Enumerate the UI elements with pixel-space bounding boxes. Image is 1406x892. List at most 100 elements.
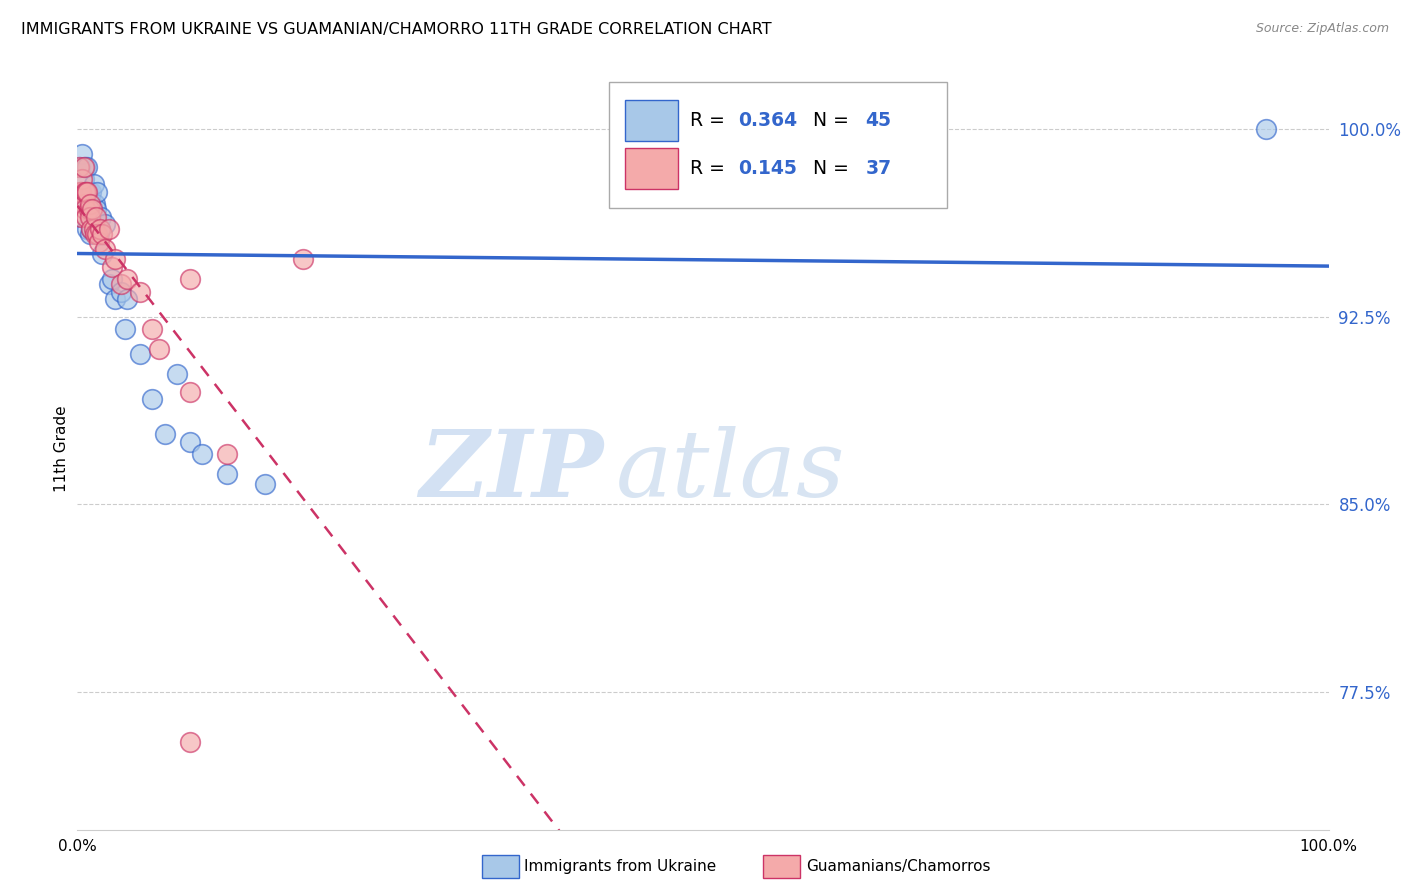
Point (179, 735, 201, 749)
Point (77, 202, 100, 217)
Text: R =: R = (690, 159, 731, 178)
Point (291, 252, 314, 267)
Point (114, 322, 136, 336)
Point (141, 322, 163, 336)
Point (79, 193, 101, 207)
Point (94, 243, 117, 257)
Point (69, 160, 91, 174)
Point (76, 185, 98, 199)
FancyBboxPatch shape (626, 100, 678, 141)
Point (101, 272, 124, 286)
Point (80, 222, 103, 236)
Point (76, 222, 98, 236)
Point (70, 185, 93, 199)
Point (83, 210, 105, 224)
Point (73, 185, 96, 199)
Point (75, 185, 97, 199)
Point (73, 202, 96, 217)
Point (253, 477, 276, 491)
Point (75, 185, 97, 199)
Point (83, 178, 105, 192)
Point (89, 222, 111, 236)
Point (110, 277, 132, 292)
Point (179, 384, 201, 399)
Point (79, 197, 101, 211)
Point (73, 160, 96, 174)
Point (69, 185, 91, 199)
Text: N =: N = (800, 159, 855, 178)
Point (83, 222, 105, 236)
Point (87, 235, 110, 249)
Point (87, 227, 110, 242)
Point (153, 427, 176, 442)
Point (80, 222, 103, 236)
Point (129, 285, 152, 299)
Text: Guamanians/Chamorros: Guamanians/Chamorros (806, 859, 990, 873)
Point (70, 210, 93, 224)
Point (84, 210, 107, 224)
Point (72, 172, 94, 186)
Point (77, 202, 100, 217)
Point (72, 160, 94, 174)
Point (166, 368, 188, 382)
Point (91, 247, 114, 261)
Point (179, 272, 201, 286)
Text: R =: R = (690, 111, 731, 130)
Point (77, 185, 100, 199)
Point (72, 147, 94, 161)
Text: Source: ZipAtlas.com: Source: ZipAtlas.com (1256, 22, 1389, 36)
Point (75, 210, 97, 224)
Point (73, 197, 96, 211)
Point (97, 222, 120, 236)
Point (67, 197, 90, 211)
Point (72, 172, 94, 186)
Point (83, 227, 105, 242)
Point (82, 202, 104, 217)
Point (117, 293, 139, 307)
Point (141, 392, 163, 407)
Point (217, 448, 239, 462)
Point (179, 434, 201, 449)
Point (148, 343, 170, 357)
Point (90, 210, 112, 224)
Text: N =: N = (800, 111, 855, 130)
Text: Immigrants from Ukraine: Immigrants from Ukraine (524, 859, 717, 873)
Y-axis label: 11th Grade: 11th Grade (53, 405, 69, 491)
Point (75, 202, 97, 217)
Point (79, 227, 101, 242)
Point (117, 272, 139, 286)
Point (72, 185, 94, 199)
Point (1254, 122, 1277, 136)
Point (76, 160, 98, 174)
Point (82, 197, 104, 211)
Text: IMMIGRANTS FROM UKRAINE VS GUAMANIAN/CHAMORRO 11TH GRADE CORRELATION CHART: IMMIGRANTS FROM UKRAINE VS GUAMANIAN/CHA… (21, 22, 772, 37)
Point (89, 222, 111, 236)
Point (72, 197, 94, 211)
Text: 0.364: 0.364 (738, 111, 797, 130)
Point (70, 185, 93, 199)
Text: 0.145: 0.145 (738, 159, 797, 178)
Point (101, 260, 124, 274)
Point (94, 218, 117, 232)
Point (104, 293, 127, 307)
Text: atlas: atlas (616, 426, 845, 516)
FancyBboxPatch shape (609, 82, 948, 208)
Point (91, 227, 114, 242)
Text: 37: 37 (866, 159, 891, 178)
Point (217, 467, 239, 482)
Point (83, 197, 105, 211)
FancyBboxPatch shape (626, 148, 678, 189)
Point (79, 210, 101, 224)
Point (191, 448, 214, 462)
Point (104, 252, 127, 267)
Point (84, 202, 107, 217)
Point (80, 185, 103, 199)
Point (86, 185, 108, 199)
Text: ZIP: ZIP (419, 426, 603, 516)
Point (86, 227, 108, 242)
Point (97, 277, 120, 292)
Point (129, 347, 152, 361)
Text: 45: 45 (866, 111, 891, 130)
Point (110, 285, 132, 299)
Point (70, 210, 93, 224)
